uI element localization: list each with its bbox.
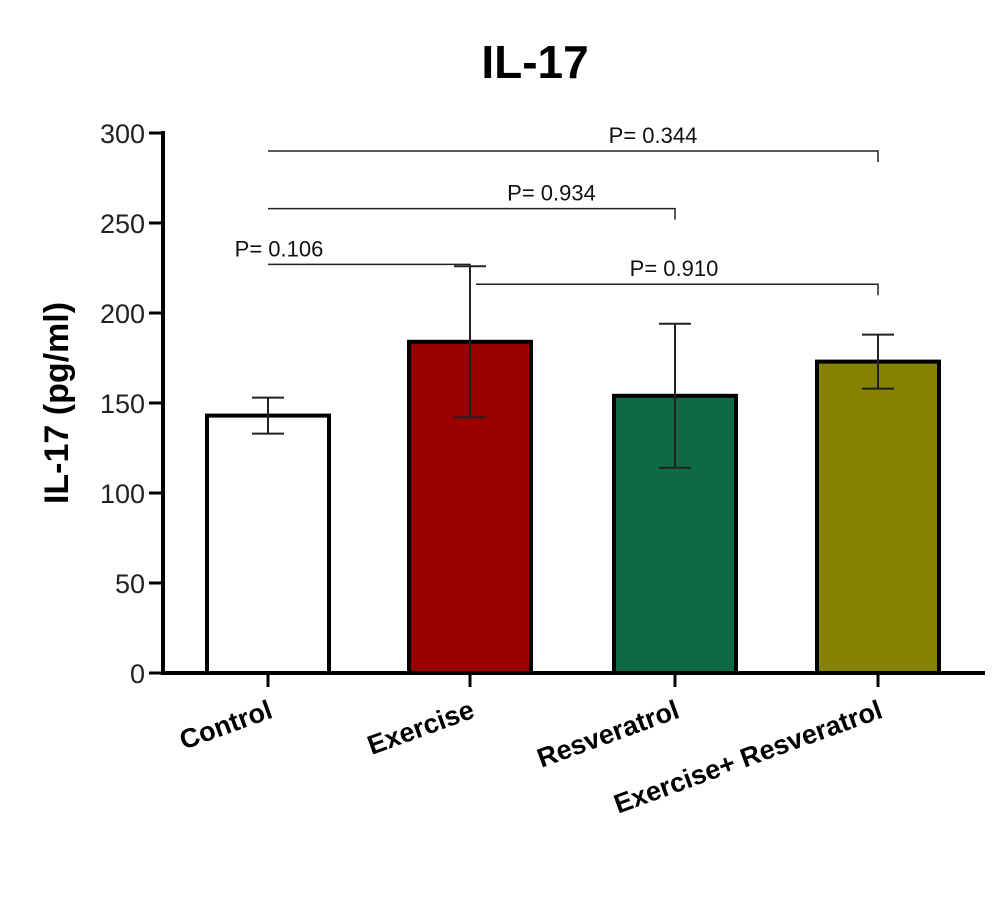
comparison-bracket (268, 150, 879, 162)
y-tick-label: 0 (130, 659, 145, 689)
p-value-label: P= 0.106 (235, 236, 324, 261)
comparison-bracket (268, 207, 676, 220)
y-tick-label: 250 (100, 209, 145, 239)
p-value-label: P= 0.344 (609, 123, 698, 148)
x-tick-label: Resveratrol (533, 694, 683, 773)
bar-control (205, 413, 331, 675)
p-value-label: P= 0.934 (507, 181, 596, 206)
chart-title: IL-17 (481, 36, 588, 88)
p-value-label: P= 0.910 (630, 256, 719, 281)
comparison-bracket (268, 263, 471, 276)
y-tick-label: 150 (100, 389, 145, 419)
comparison-bracket (476, 283, 879, 296)
bar-exercise-resveratrol (815, 359, 941, 675)
x-tick-label: Exercise (363, 694, 478, 760)
y-tick-label: 300 (100, 119, 145, 149)
y-tick-label: 200 (100, 299, 145, 329)
x-tick-label: Control (176, 694, 276, 755)
y-tick-label: 50 (115, 569, 145, 599)
y-axis-label: IL-17 (pg/ml) (38, 302, 76, 504)
y-tick-label: 100 (100, 479, 145, 509)
plot-area: 0 50 100 150 200 250 300 Control Exercise Resvera… (100, 119, 985, 819)
